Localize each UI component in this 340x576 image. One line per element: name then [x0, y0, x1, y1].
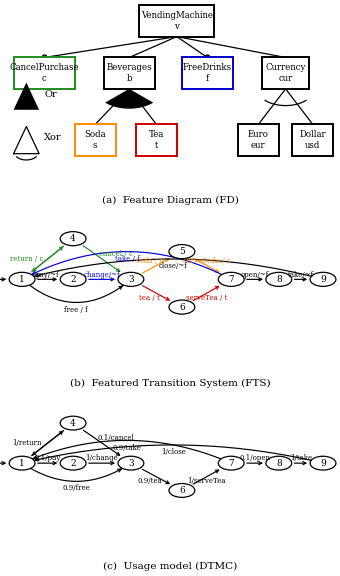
Circle shape — [169, 300, 195, 314]
Circle shape — [218, 456, 244, 470]
Text: Xor: Xor — [44, 134, 62, 142]
Circle shape — [118, 272, 144, 286]
Text: 0.9/tea: 0.9/tea — [137, 478, 162, 486]
Circle shape — [9, 272, 35, 286]
Circle shape — [218, 272, 244, 286]
Text: Currency
cur: Currency cur — [266, 63, 306, 83]
Text: 6: 6 — [179, 302, 185, 312]
Text: 8: 8 — [276, 275, 282, 284]
Text: CancelPurchase
c: CancelPurchase c — [10, 63, 79, 83]
Text: (a)  Feature Diagram (FD): (a) Feature Diagram (FD) — [102, 196, 238, 205]
Circle shape — [60, 272, 86, 286]
Text: 9: 9 — [320, 275, 326, 284]
Text: pay/~f: pay/~f — [36, 271, 59, 279]
Text: FreeDrinks
f: FreeDrinks f — [183, 63, 232, 83]
Text: open/~f: open/~f — [241, 271, 269, 279]
Text: (b)  Featured Transition System (FTS): (b) Featured Transition System (FTS) — [70, 380, 270, 388]
Text: serveSoda / s: serveSoda / s — [183, 257, 230, 265]
Text: take/~f: take/~f — [288, 271, 314, 279]
FancyBboxPatch shape — [14, 58, 75, 89]
Text: (c)  Usage model (DTMC): (c) Usage model (DTMC) — [103, 562, 237, 571]
Text: 2: 2 — [70, 275, 76, 284]
Text: Dollar
usd: Dollar usd — [300, 130, 326, 150]
Circle shape — [60, 456, 86, 470]
Text: VendingMachine
v: VendingMachine v — [141, 11, 213, 31]
FancyBboxPatch shape — [104, 58, 155, 89]
FancyBboxPatch shape — [182, 58, 233, 89]
Text: 1: 1 — [19, 458, 25, 468]
Text: Beverages
b: Beverages b — [106, 63, 152, 83]
Text: 0.9/free: 0.9/free — [62, 484, 90, 492]
Text: Euro
eur: Euro eur — [248, 130, 269, 150]
Text: 3: 3 — [128, 275, 134, 284]
Text: 4: 4 — [70, 234, 76, 243]
Text: take / f: take / f — [115, 255, 139, 263]
FancyBboxPatch shape — [262, 58, 309, 89]
Text: 3: 3 — [128, 458, 134, 468]
Text: close/~f: close/~f — [159, 263, 188, 270]
Text: 2: 2 — [70, 458, 76, 468]
Circle shape — [266, 456, 292, 470]
Circle shape — [310, 272, 336, 286]
FancyBboxPatch shape — [238, 124, 279, 156]
Text: 7: 7 — [228, 458, 234, 468]
Text: 0.9/take: 0.9/take — [113, 444, 142, 452]
Circle shape — [310, 456, 336, 470]
Text: 0.1/pay: 0.1/pay — [34, 454, 61, 462]
Circle shape — [9, 456, 35, 470]
FancyBboxPatch shape — [136, 124, 177, 156]
Text: 1: 1 — [19, 275, 25, 284]
Text: Or: Or — [44, 90, 57, 98]
Text: 6: 6 — [179, 486, 185, 495]
Circle shape — [169, 483, 195, 497]
Text: 0.1/cancel: 0.1/cancel — [97, 434, 134, 442]
Text: 9: 9 — [320, 458, 326, 468]
Text: 0.1/open: 0.1/open — [239, 454, 271, 462]
Circle shape — [60, 416, 86, 430]
Text: soda / s: soda / s — [136, 257, 163, 265]
Text: 7: 7 — [228, 275, 234, 284]
FancyBboxPatch shape — [139, 5, 214, 37]
Circle shape — [118, 456, 144, 470]
Circle shape — [169, 245, 195, 259]
Text: serveTea / t: serveTea / t — [186, 294, 227, 302]
Text: tea / t: tea / t — [139, 294, 160, 302]
Text: 4: 4 — [70, 419, 76, 427]
Circle shape — [266, 272, 292, 286]
Text: 1/take: 1/take — [290, 454, 312, 462]
Text: Tea
t: Tea t — [149, 130, 164, 150]
FancyBboxPatch shape — [292, 124, 333, 156]
FancyBboxPatch shape — [75, 124, 116, 156]
Text: free / f: free / f — [64, 306, 88, 314]
Polygon shape — [17, 110, 36, 116]
Text: return / c: return / c — [11, 255, 44, 263]
Polygon shape — [105, 89, 153, 109]
Text: 5: 5 — [179, 247, 185, 256]
Text: change/~f: change/~f — [84, 271, 120, 279]
Text: Soda
s: Soda s — [84, 130, 106, 150]
Text: 8: 8 — [276, 458, 282, 468]
Text: 1/return: 1/return — [13, 439, 42, 447]
Text: 1/serveTea: 1/serveTea — [187, 478, 226, 486]
Text: 1/close: 1/close — [161, 448, 186, 456]
Text: cancel / c: cancel / c — [99, 251, 133, 259]
Text: 1/change: 1/change — [86, 454, 118, 462]
Polygon shape — [14, 82, 39, 110]
Circle shape — [60, 232, 86, 246]
